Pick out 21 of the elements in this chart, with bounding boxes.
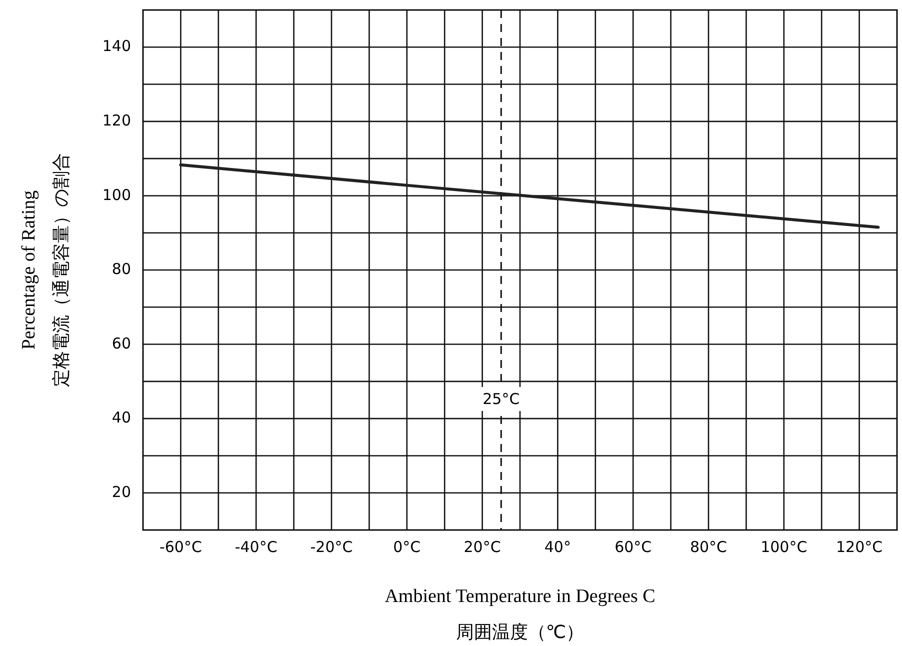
x-tick-label: 0°C bbox=[393, 538, 421, 556]
y-tick-label: 120 bbox=[102, 112, 131, 130]
x-tick-label: 100°C bbox=[760, 538, 808, 556]
x-tick-label: 120°C bbox=[836, 538, 883, 556]
x-tick-label: -60°C bbox=[159, 538, 202, 556]
x-tick-label: 40° bbox=[544, 538, 571, 556]
x-tick-label: -40°C bbox=[234, 538, 278, 556]
x-tick-label: -20°C bbox=[310, 538, 353, 556]
y-tick-label: 140 bbox=[102, 37, 131, 56]
x-axis-title: Ambient Temperature in Degrees C 周囲温度（℃） bbox=[384, 586, 656, 643]
y-tick-label: 80 bbox=[112, 260, 131, 278]
line-series bbox=[179, 163, 880, 229]
x-tick-label: 20°C bbox=[464, 538, 501, 556]
y-axis-title: Percentage of Rating 定格電流（通電容量）の割合 bbox=[18, 153, 72, 387]
y-tick-label: 20 bbox=[112, 482, 131, 501]
ref-line-label: 25°C bbox=[482, 390, 520, 408]
y-tick-label: 60 bbox=[112, 334, 131, 352]
y-tick-label: 100 bbox=[102, 186, 131, 204]
x-tick-label: 60°C bbox=[614, 538, 652, 556]
y-tick-label: 40 bbox=[112, 408, 131, 427]
x-tick-label: 80°C bbox=[690, 538, 728, 556]
